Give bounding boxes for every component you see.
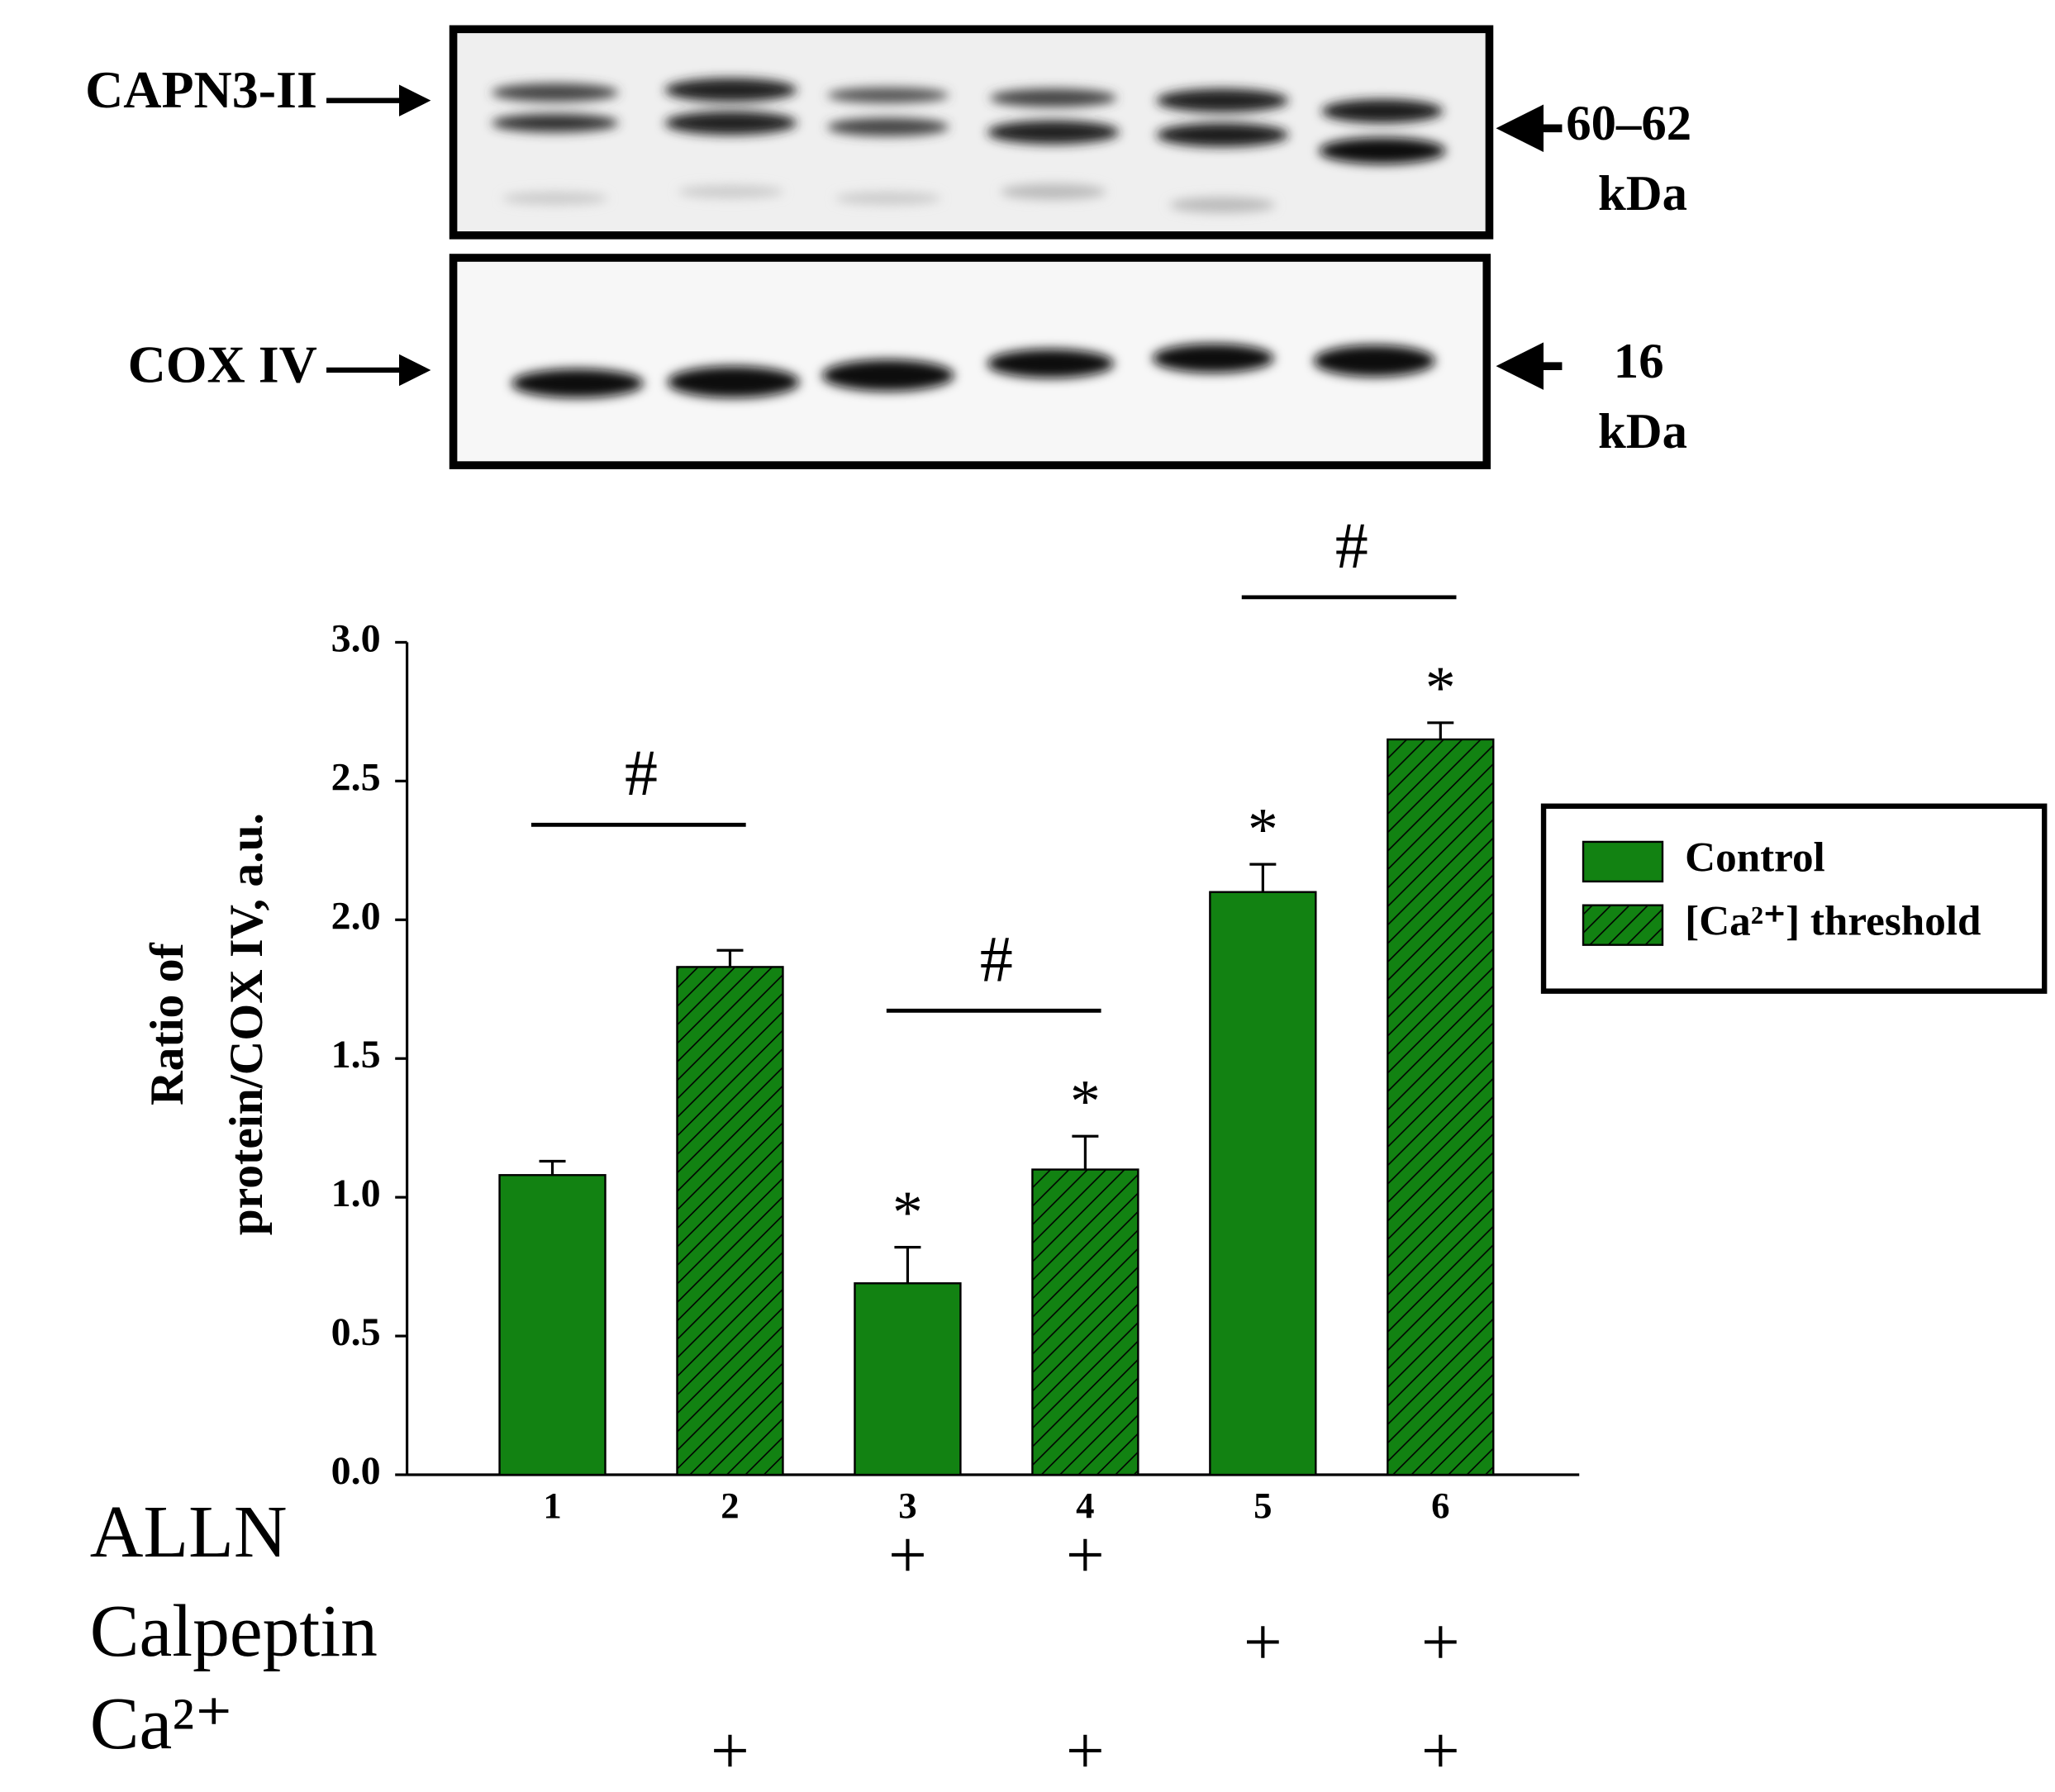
treatment-mark: + — [1066, 1712, 1105, 1788]
treatment-mark: + — [711, 1712, 749, 1788]
x-tick-label: 2 — [721, 1485, 739, 1526]
treatment-mark: + — [888, 1517, 927, 1593]
blot-label: CAPN3-II — [85, 60, 317, 119]
bar — [498, 1174, 607, 1476]
error-bar — [1072, 1134, 1099, 1170]
y-tick-label: 1.5 — [331, 1033, 381, 1077]
bar — [854, 1282, 962, 1476]
legend-label: Control — [1685, 834, 1825, 882]
y-axis-label: protein/COX IV, a.u. — [221, 813, 273, 1235]
cox-bands — [511, 343, 1435, 398]
size-label: 60–62 — [1566, 96, 1691, 151]
bracket-label: # — [980, 923, 1013, 996]
bar — [676, 966, 784, 1476]
y-tick-label: 2.0 — [331, 894, 381, 938]
blot-panel — [449, 25, 1494, 240]
legend-swatch — [1582, 840, 1664, 883]
bar — [1387, 738, 1495, 1476]
y-tick-label: 0.0 — [331, 1449, 381, 1493]
legend-swatch — [1582, 904, 1664, 946]
treatment-label: Ca²⁺ — [90, 1683, 234, 1765]
size-label: 16 — [1614, 334, 1664, 389]
blot: CAPN3-II COX IV 60–62 kDa 16 kDa — [85, 25, 1691, 469]
legend — [1540, 803, 2048, 994]
capn3-bands — [491, 78, 1446, 213]
x-tick-label: 4 — [1076, 1485, 1094, 1526]
x-tick-label: 1 — [543, 1485, 561, 1526]
y-tick-label: 0.5 — [331, 1310, 381, 1354]
x-tick-label: 6 — [1431, 1485, 1449, 1526]
error-bar — [1249, 863, 1277, 892]
blot-label: COX IV — [128, 335, 317, 394]
bar — [1031, 1168, 1139, 1476]
treatment-mark: + — [1244, 1604, 1282, 1680]
unit-label: kDa — [1598, 404, 1687, 459]
treatment-mark: + — [1421, 1604, 1460, 1680]
bar — [1209, 891, 1317, 1476]
significance-star: * — [1248, 795, 1278, 863]
treatment-mark: + — [1066, 1517, 1105, 1593]
treatment-label: ALLN — [90, 1491, 288, 1573]
unit-label: kDa — [1598, 166, 1687, 221]
significance-star: * — [892, 1177, 923, 1245]
x-tick-label: 3 — [898, 1485, 916, 1526]
treatment-mark: + — [1421, 1712, 1460, 1788]
y-tick-label: 2.5 — [331, 755, 381, 799]
error-bar — [716, 948, 744, 967]
bracket-label: # — [1335, 510, 1368, 582]
error-bar — [1427, 721, 1454, 739]
error-bar — [894, 1246, 921, 1284]
y-axis-label: Ratio of — [141, 942, 193, 1105]
error-bar — [539, 1159, 566, 1176]
y-tick-label: 1.0 — [331, 1172, 381, 1215]
significance-star: * — [1425, 654, 1456, 721]
bracket-label: # — [625, 737, 658, 810]
x-tick-label: 5 — [1253, 1485, 1272, 1526]
treatment-label: Calpeptin — [90, 1590, 378, 1672]
legend-label: [Ca²⁺] threshold — [1685, 897, 1981, 944]
y-tick-label: 3.0 — [331, 616, 381, 660]
significance-star: * — [1070, 1067, 1101, 1134]
